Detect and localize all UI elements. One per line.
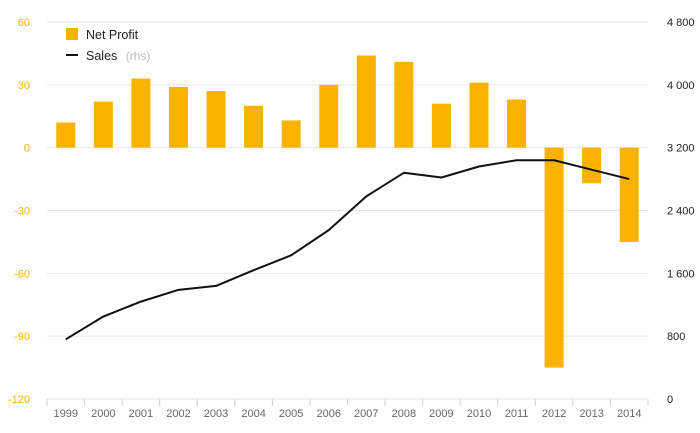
x-axis-tick-label: 1999: [54, 408, 78, 420]
net-profit-bar: [319, 84, 339, 148]
x-axis-tick-label: 2011: [505, 408, 529, 420]
net-profit-bar: [356, 55, 376, 148]
x-axis-tick-label: 2000: [91, 408, 115, 420]
net-profit-bar: [582, 147, 602, 184]
right-axis-tick-label: 4 800: [667, 17, 695, 29]
left-axis-tick-label: -30: [14, 206, 30, 218]
right-axis-tick-label: 1 600: [667, 268, 695, 280]
legend-sales-rhs-note: (rhs): [126, 49, 151, 63]
x-axis-tick-label: 2013: [579, 408, 603, 420]
net-profit-bar: [206, 91, 226, 148]
x-axis-tick-label: 2002: [166, 408, 190, 420]
legend-label-net-profit: Net Profit: [86, 28, 139, 42]
x-axis-tick-label: 2010: [467, 408, 491, 420]
net-profit-bar: [56, 122, 76, 148]
net-profit-bar: [507, 99, 527, 148]
x-axis-tick-label: 2008: [392, 408, 416, 420]
net-profit-bar: [469, 82, 489, 148]
net-profit-bar: [131, 78, 151, 148]
x-axis-labels: 1999 2000 2001 2002 2003 2004 2005 2006 2007 2008…: [54, 408, 642, 420]
left-axis-tick-label: 60: [18, 17, 30, 29]
x-axis-ticks: [46, 399, 649, 406]
net-profit-bar: [544, 147, 564, 368]
net-profit-bar: [168, 86, 188, 148]
sales-line-series: [65, 159, 630, 341]
net-profit-bar: [431, 103, 451, 148]
x-axis-tick-label: 2003: [204, 408, 228, 420]
net-profit-bar: [281, 120, 301, 148]
net-profit-bar: [619, 147, 639, 242]
x-axis-tick-label: 2012: [542, 408, 566, 420]
x-axis-tick-label: 2014: [617, 408, 641, 420]
left-axis-tick-label: 30: [18, 80, 30, 92]
legend-sales-name: Sales: [86, 49, 117, 63]
right-axis-tick-label: 2 400: [667, 206, 695, 218]
x-axis-tick-label: 2009: [429, 408, 453, 420]
net-profit-bar: [93, 101, 113, 148]
left-axis-tick-label: -120: [8, 394, 30, 406]
left-axis-tick-label: 0: [24, 143, 30, 155]
net-profit-bar: [244, 105, 264, 148]
x-axis-tick-label: 2004: [241, 408, 265, 420]
left-axis-labels: 60 30 0 -30 -60 -90 -120: [8, 17, 30, 406]
net-profit-bars: [56, 55, 639, 368]
right-axis-tick-label: 4 000: [667, 80, 695, 92]
x-axis-tick-label: 2007: [354, 408, 378, 420]
net-profit-bar: [394, 61, 414, 148]
sales-line: [65, 159, 630, 341]
legend: Net Profit Sales (rhs): [66, 28, 150, 64]
left-axis-tick-label: -90: [14, 331, 30, 343]
legend-label-sales: Sales (rhs): [86, 47, 150, 64]
x-axis-tick-label: 2001: [129, 408, 153, 420]
right-axis-labels: 4 800 4 000 3 200 2 400 1 600 800 0: [667, 17, 695, 406]
right-axis-tick-label: 3 200: [667, 143, 695, 155]
left-axis-tick-label: -60: [14, 268, 30, 280]
x-axis-tick-label: 2005: [279, 408, 303, 420]
right-axis-tick-label: 0: [667, 394, 673, 406]
right-axis-tick-label: 800: [667, 331, 685, 343]
x-axis-tick-label: 2006: [316, 408, 340, 420]
legend-swatch-net-profit: [66, 28, 78, 40]
